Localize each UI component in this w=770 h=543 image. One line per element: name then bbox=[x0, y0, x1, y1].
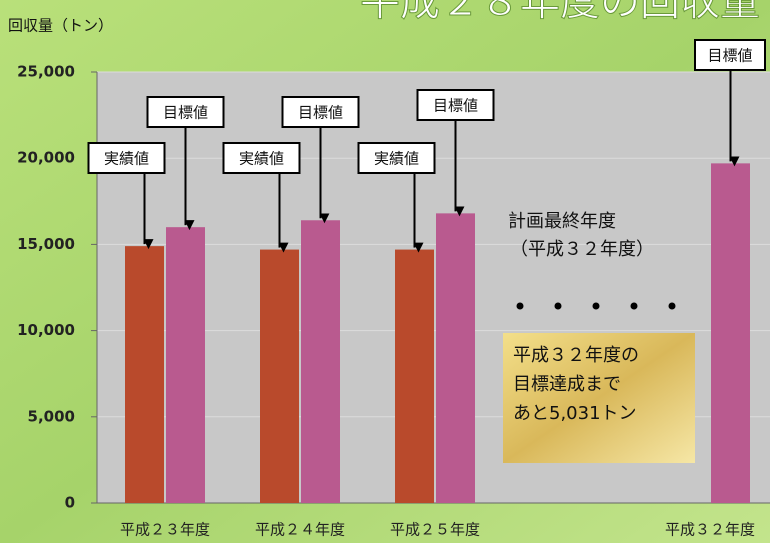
y-axis-label: 回収量（トン） bbox=[8, 17, 113, 35]
callout-box bbox=[281, 96, 360, 128]
note-box bbox=[503, 333, 695, 463]
bar bbox=[436, 213, 475, 504]
ellipsis-dot bbox=[630, 302, 638, 310]
ellipsis-dot bbox=[592, 302, 600, 310]
ellipsis-dot bbox=[516, 302, 524, 310]
callout-box bbox=[222, 142, 301, 174]
callout-box bbox=[357, 142, 436, 174]
x-tick-label: 平成２５年度 bbox=[390, 521, 480, 539]
callout-label: 実績値 bbox=[239, 150, 284, 168]
y-tick-label: 20,000 bbox=[17, 149, 75, 167]
note-text: あと5,031トン bbox=[513, 403, 637, 424]
y-tick-label: 10,000 bbox=[17, 321, 75, 339]
chart-title: 平成２８年度の回収量 bbox=[360, 0, 760, 25]
callout-label: 実績値 bbox=[374, 150, 419, 168]
y-tick-label: 5,000 bbox=[28, 407, 75, 425]
ellipsis-dot bbox=[668, 302, 676, 310]
bar bbox=[395, 249, 434, 503]
callout-box bbox=[87, 142, 166, 174]
ellipsis-dot bbox=[554, 302, 562, 310]
bar bbox=[301, 220, 340, 503]
callout-label: 目標値 bbox=[298, 104, 343, 122]
x-tick-label: 平成２４年度 bbox=[255, 521, 345, 539]
callout-label: 目標値 bbox=[163, 104, 208, 122]
bar bbox=[711, 163, 750, 503]
x-tick-label: 平成３２年度 bbox=[665, 521, 755, 539]
callout-box bbox=[416, 89, 495, 121]
bar bbox=[166, 227, 205, 503]
bar bbox=[125, 246, 164, 503]
note-text: 平成３２年度の bbox=[513, 345, 639, 366]
callout-label: 目標値 bbox=[433, 97, 478, 115]
note-text: 目標達成まで bbox=[513, 374, 621, 395]
x-tick-label: 平成２３年度 bbox=[120, 521, 210, 539]
callout-label: 目標値 bbox=[707, 47, 752, 65]
callout-label: 実績値 bbox=[104, 150, 149, 168]
y-tick-label: 0 bbox=[65, 494, 75, 512]
bar bbox=[260, 249, 299, 503]
note-text: （平成３２年度） bbox=[510, 239, 654, 260]
note-text: 計画最終年度 bbox=[508, 211, 616, 232]
y-tick-label: 15,000 bbox=[17, 235, 75, 253]
y-tick-label: 25,000 bbox=[17, 63, 75, 81]
